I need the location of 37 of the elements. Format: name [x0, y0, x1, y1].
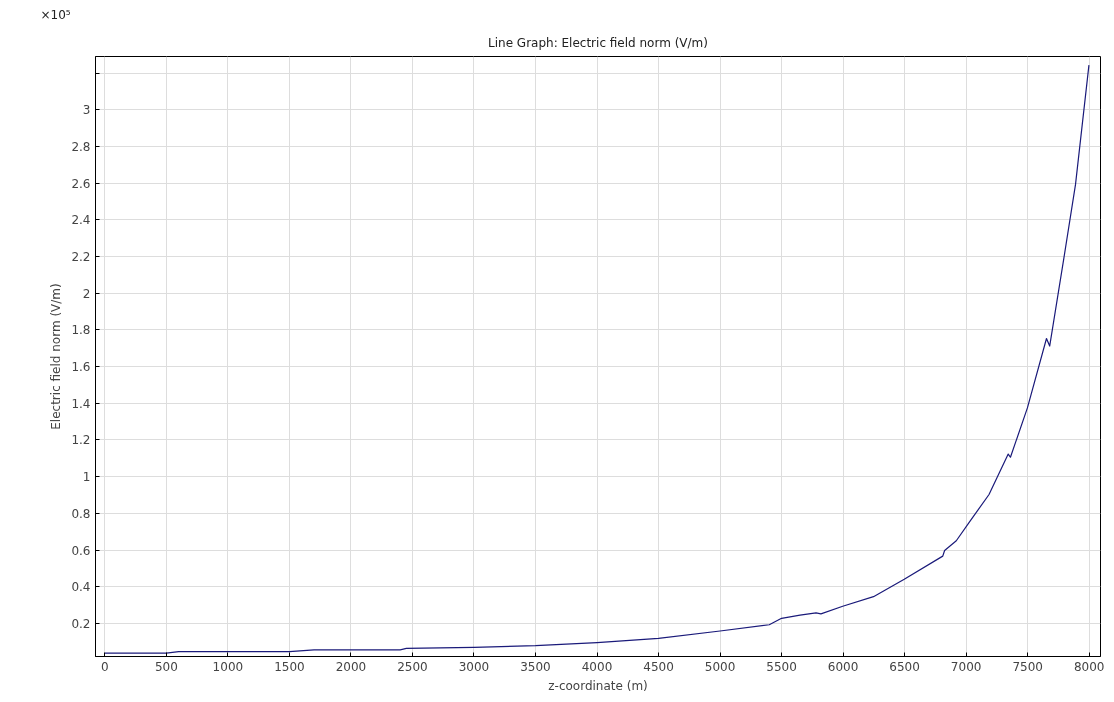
y-tick-label: 0.4 [71, 580, 91, 595]
x-tick-label: 4000 [581, 659, 613, 674]
x-tick-label: 6000 [827, 659, 859, 674]
y-tick-label: 3 [82, 103, 91, 118]
y-tick-label: 1 [82, 470, 91, 485]
y-axis-title: Electric field norm (V/m) [49, 283, 64, 430]
x-tick-label: 2500 [397, 659, 428, 674]
y-tick-label: 2.6 [71, 176, 91, 191]
chart-title: Line Graph: Electric field norm (V/m) [488, 35, 708, 50]
text: ×10⁵ [40, 7, 71, 22]
x-tick-label: 500 [154, 659, 178, 674]
x-tick-label: 0 [101, 659, 109, 674]
x-tick-label: 5500 [766, 659, 797, 674]
y-tick-label: 2 [82, 286, 91, 301]
x-axis-title: z-coordinate (m) [548, 678, 648, 693]
line-series [104, 64, 1090, 654]
x-tick-label: 7500 [1012, 659, 1043, 674]
x-tick-label: 4500 [643, 659, 674, 674]
x-tick-label: 5000 [704, 659, 736, 674]
y-tick-label: 1.8 [71, 323, 91, 338]
y-tick-label: 2.8 [71, 139, 91, 154]
x-tick-label: 2000 [335, 659, 367, 674]
x-tick-label: 1000 [212, 659, 244, 674]
y-tick-label: 2.4 [71, 213, 91, 228]
y-tick-label: 0.8 [71, 506, 91, 521]
x-tick-label: 1500 [274, 659, 305, 674]
x-tick-label: 3000 [458, 659, 490, 674]
x-tick-label: 6500 [889, 659, 920, 674]
y-tick-label: 0.6 [71, 543, 91, 558]
x-tick-label: 7000 [950, 659, 982, 674]
y-tick-label: 0.2 [71, 616, 91, 631]
y-tick-label: 2.2 [71, 250, 91, 264]
x-tick-label: 3500 [520, 659, 551, 674]
y-tick-label: 1.4 [71, 396, 91, 411]
y-tick-label: 1.2 [71, 433, 91, 448]
y-tick-label: 1.6 [71, 360, 91, 375]
x-tick-label: 8000 [1073, 659, 1105, 674]
